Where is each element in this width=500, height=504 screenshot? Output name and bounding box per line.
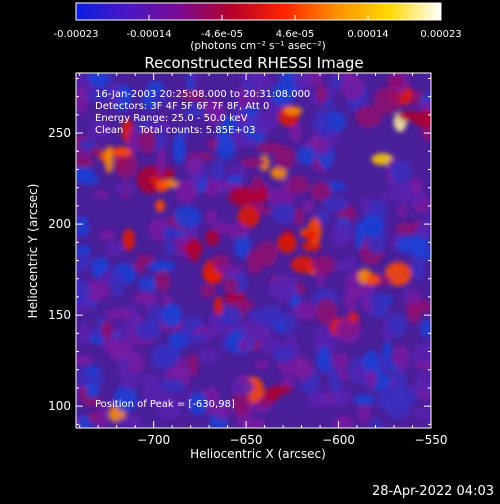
y-tick-label: 250 xyxy=(48,126,71,140)
x-axis-label: Heliocentric X (arcsec) xyxy=(190,447,326,461)
colorbar-tick-label: -4.6e-05 xyxy=(201,29,243,40)
colorbar xyxy=(75,2,442,21)
colorbar-tick-label: -0.00023 xyxy=(54,29,99,40)
colorbar-tick-label: 4.6e-05 xyxy=(276,29,314,40)
colorbar-ticks: -0.00023 -0.00014 -4.6e-05 4.6e-05 0.00014 0.… xyxy=(54,15,462,40)
y-axis-label: Heliocentric Y (arcsec) xyxy=(26,184,40,319)
colorbar-tick-label: -0.00014 xyxy=(127,29,172,40)
footer-timestamp: 28-Apr-2022 04:03 xyxy=(372,484,494,499)
colorbar-unit-label: (photons cm⁻² s⁻¹ asec⁻²) xyxy=(190,40,325,52)
x-tick-label: −550 xyxy=(415,433,448,447)
x-tick-label: −700 xyxy=(137,433,170,447)
plot-frame xyxy=(75,72,432,429)
annotation-detectors: Detectors: 3F 4F 5F 6F 7F 8F, Att 0 xyxy=(95,101,269,112)
y-tick-label: 150 xyxy=(48,308,71,322)
colorbar-tick-label: 0.00014 xyxy=(347,29,388,40)
y-tick-label: 200 xyxy=(48,217,71,231)
annotation-peak-position: Position of Peak = [-630,98] xyxy=(95,399,235,410)
annotation-energy-range: Energy Range: 25.0 - 50.0 keV xyxy=(95,113,248,124)
colorbar-tick-label: 0.00023 xyxy=(420,29,461,40)
emission-map xyxy=(76,73,431,428)
y-tick-label: 100 xyxy=(48,399,71,413)
axis-ticks: −700 −650 −600 −550 100 150 200 250 xyxy=(48,73,447,447)
x-tick-label: −650 xyxy=(230,433,263,447)
plot-title: Reconstructed RHESSI Image xyxy=(144,54,363,72)
x-tick-label: −600 xyxy=(322,433,355,447)
annotation-clean-counts: Clean Total counts: 5.85E+03 xyxy=(95,125,255,136)
annotation-time-range: 16-Jan-2003 20:25:08.000 to 20:31:08.000 xyxy=(95,89,310,100)
